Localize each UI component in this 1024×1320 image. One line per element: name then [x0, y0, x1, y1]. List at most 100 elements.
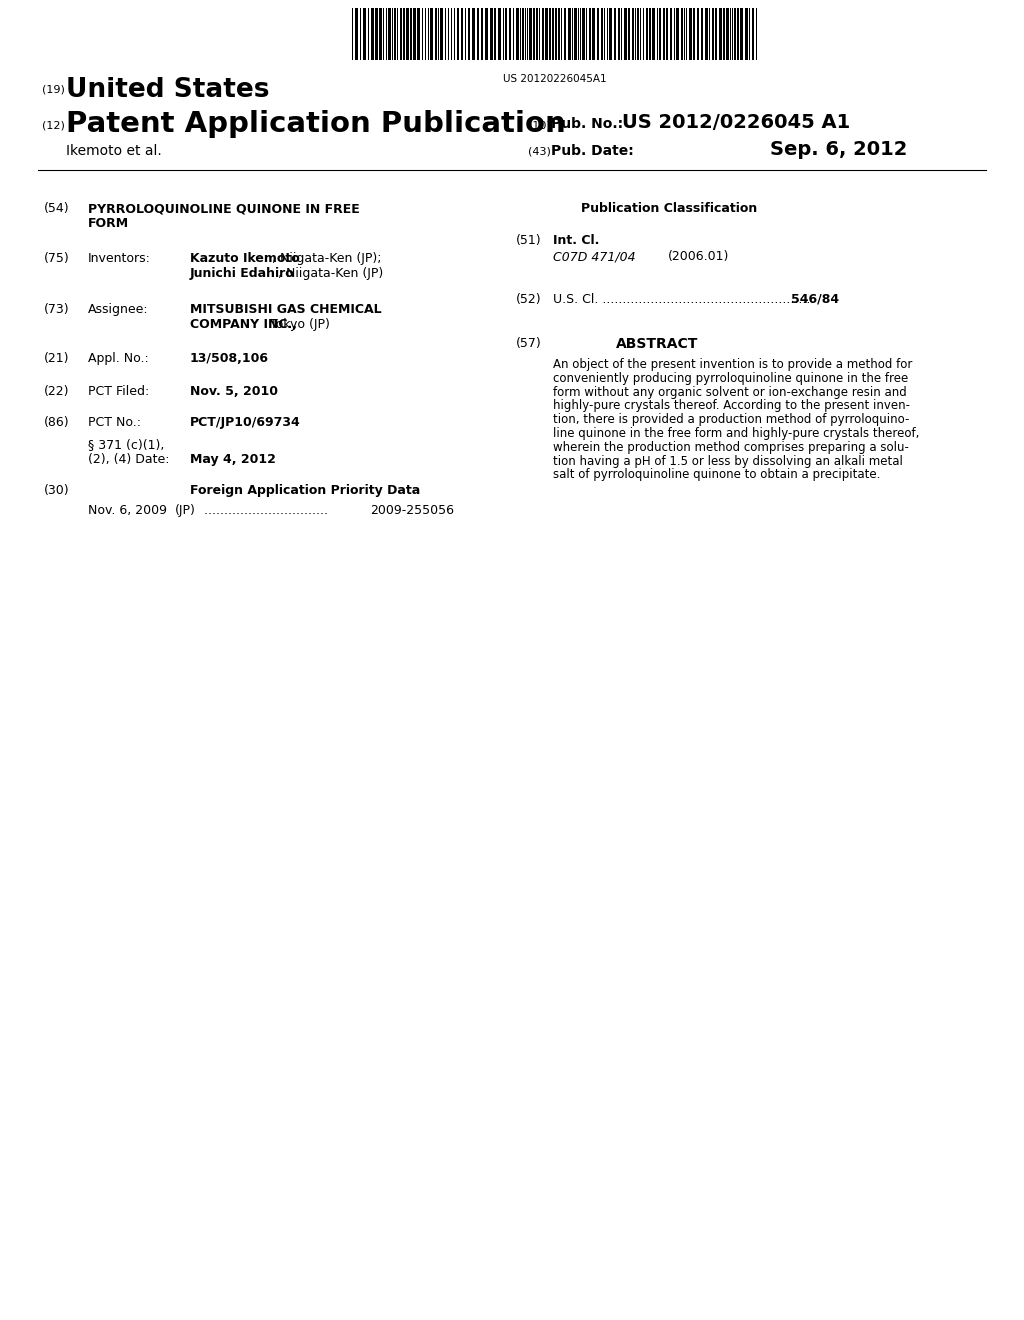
Bar — [592, 8, 595, 59]
Text: 546/84: 546/84 — [791, 293, 839, 306]
Text: Pub. Date:: Pub. Date: — [551, 144, 634, 158]
Bar — [505, 8, 507, 59]
Bar — [670, 8, 672, 59]
Bar — [457, 8, 459, 59]
Bar — [681, 8, 683, 59]
Text: (JP): (JP) — [175, 504, 196, 517]
Bar — [522, 8, 524, 59]
Text: Junichi Edahiro: Junichi Edahiro — [190, 267, 295, 280]
Bar — [734, 8, 736, 59]
Bar — [485, 8, 488, 59]
Text: Inventors:: Inventors: — [88, 252, 151, 265]
Bar — [406, 8, 409, 59]
Text: tion having a pH of 1.5 or less by dissolving an alkali metal: tion having a pH of 1.5 or less by disso… — [553, 454, 903, 467]
Text: Sep. 6, 2012: Sep. 6, 2012 — [770, 140, 907, 158]
Bar — [723, 8, 725, 59]
Text: 2009-255056: 2009-255056 — [370, 504, 454, 517]
Bar — [545, 8, 548, 59]
Bar — [624, 8, 627, 59]
Text: 13/508,106: 13/508,106 — [190, 352, 269, 366]
Bar — [752, 8, 754, 59]
Text: US 20120226045A1: US 20120226045A1 — [503, 74, 607, 84]
Text: wherein the production method comprises preparing a solu-: wherein the production method comprises … — [553, 441, 909, 454]
Bar — [516, 8, 519, 59]
Bar — [400, 8, 402, 59]
Text: United States: United States — [66, 77, 269, 103]
Bar — [536, 8, 538, 59]
Bar — [582, 8, 585, 59]
Text: highly-pure crystals thereof. According to the present inven-: highly-pure crystals thereof. According … — [553, 400, 910, 412]
Bar — [375, 8, 378, 59]
Text: US 2012/0226045 A1: US 2012/0226045 A1 — [622, 114, 850, 132]
Bar — [461, 8, 463, 59]
Text: Foreign Application Priority Data: Foreign Application Priority Data — [190, 484, 420, 498]
Text: Int. Cl.: Int. Cl. — [553, 234, 599, 247]
Text: Kazuto Ikemoto: Kazuto Ikemoto — [190, 252, 300, 265]
Text: (75): (75) — [44, 252, 70, 265]
Bar — [468, 8, 470, 59]
Bar — [555, 8, 557, 59]
Bar — [477, 8, 479, 59]
Text: , Niigata-Ken (JP);: , Niigata-Ken (JP); — [272, 252, 381, 265]
Bar — [362, 8, 366, 59]
Text: PCT No.:: PCT No.: — [88, 416, 141, 429]
Bar — [726, 8, 729, 59]
Text: FORM: FORM — [88, 216, 129, 230]
Text: Nov. 5, 2010: Nov. 5, 2010 — [190, 385, 278, 399]
Text: U.S. Cl. .....................................................: U.S. Cl. ...............................… — [553, 293, 814, 306]
Bar — [632, 8, 634, 59]
Text: (73): (73) — [44, 304, 70, 315]
Bar — [701, 8, 703, 59]
Bar — [355, 8, 358, 59]
Text: COMPANY INC.,: COMPANY INC., — [190, 318, 297, 331]
Text: May 4, 2012: May 4, 2012 — [190, 453, 275, 466]
Text: (22): (22) — [44, 385, 70, 399]
Bar — [498, 8, 501, 59]
Text: (86): (86) — [44, 416, 70, 429]
Text: (21): (21) — [44, 352, 70, 366]
Bar — [379, 8, 382, 59]
Text: (2006.01): (2006.01) — [668, 249, 729, 263]
Text: , Niigata-Ken (JP): , Niigata-Ken (JP) — [278, 267, 383, 280]
Text: (30): (30) — [44, 484, 70, 498]
Bar — [549, 8, 551, 59]
Text: PCT Filed:: PCT Filed: — [88, 385, 150, 399]
Bar — [659, 8, 662, 59]
Bar — [542, 8, 544, 59]
Text: line quinone in the free form and highly-pure crystals thereof,: line quinone in the free form and highly… — [553, 426, 920, 440]
Text: ...............................: ............................... — [200, 504, 328, 517]
Text: Pub. No.:: Pub. No.: — [551, 117, 628, 131]
Text: tion, there is provided a production method of pyrroloquino-: tion, there is provided a production met… — [553, 413, 909, 426]
Bar — [740, 8, 743, 59]
Text: PCT/JP10/69734: PCT/JP10/69734 — [190, 416, 301, 429]
Bar — [529, 8, 532, 59]
Bar — [618, 8, 620, 59]
Bar — [403, 8, 406, 59]
Text: (19): (19) — [42, 84, 65, 95]
Bar — [601, 8, 603, 59]
Bar — [693, 8, 695, 59]
Bar — [637, 8, 639, 59]
Bar — [737, 8, 739, 59]
Bar — [410, 8, 412, 59]
Bar — [666, 8, 668, 59]
Text: (43): (43) — [528, 147, 551, 157]
Bar — [413, 8, 416, 59]
Bar — [697, 8, 699, 59]
Bar — [430, 8, 433, 59]
Text: § 371 (c)(1),: § 371 (c)(1), — [88, 438, 165, 451]
Bar — [440, 8, 443, 59]
Bar — [589, 8, 591, 59]
Text: (51): (51) — [516, 234, 542, 247]
Bar — [534, 8, 535, 59]
Bar — [628, 8, 630, 59]
Text: conveniently producing pyrroloquinoline quinone in the free: conveniently producing pyrroloquinoline … — [553, 372, 908, 385]
Text: (52): (52) — [516, 293, 542, 306]
Bar — [494, 8, 496, 59]
Bar — [388, 8, 391, 59]
Bar — [614, 8, 616, 59]
Bar — [564, 8, 566, 59]
Bar — [676, 8, 679, 59]
Bar — [490, 8, 493, 59]
Bar — [552, 8, 554, 59]
